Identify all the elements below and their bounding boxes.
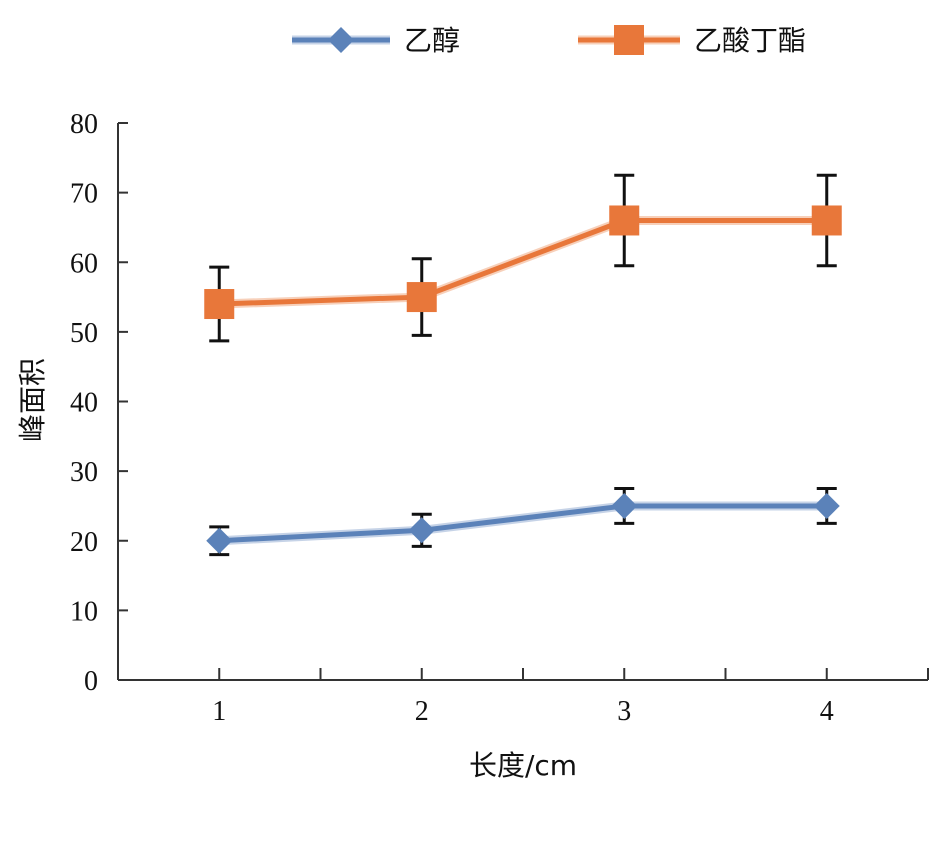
x-tick-label: 2: [415, 696, 429, 727]
data-point: [406, 282, 437, 313]
data-point: [609, 205, 640, 236]
legend-marker: [328, 27, 354, 53]
series-2: [204, 173, 842, 343]
x-tick-label: 4: [820, 696, 834, 727]
legend-marker: [614, 25, 644, 55]
y-tick-label: 50: [70, 318, 98, 349]
legend-item-2: 乙酸丁酯: [578, 24, 806, 57]
data-point: [811, 205, 842, 236]
y-tick-label: 30: [70, 457, 98, 488]
data-point: [813, 492, 840, 519]
y-tick-label: 70: [70, 179, 98, 210]
data-point: [611, 492, 638, 519]
x-axis-title: 长度/cm: [469, 749, 577, 782]
y-tick-label: 80: [70, 109, 98, 140]
axes: 0 10 20 30 40 50 60 70 80 1 2 3 4: [70, 109, 929, 727]
legend-label: 乙酸丁酯: [694, 24, 806, 57]
x-tick-label: 3: [617, 696, 631, 727]
y-tick-label: 40: [70, 388, 98, 419]
y-axis-title: 峰面积: [16, 358, 49, 442]
series-line-glow: [219, 215, 827, 309]
y-tick-label: 0: [84, 666, 98, 697]
series-line: [219, 217, 827, 307]
y-ticks: 0 10 20 30 40 50 60 70 80: [70, 109, 128, 697]
series-1: [206, 487, 840, 557]
x-tick-label: 1: [212, 696, 226, 727]
legend: 乙醇 乙酸丁酯: [292, 24, 806, 57]
data-point: [206, 527, 233, 554]
plot-area: [204, 173, 842, 557]
y-tick-label: 60: [70, 248, 98, 279]
y-tick-label: 10: [70, 596, 98, 627]
x-ticks: 1 2 3 4: [117, 668, 929, 727]
legend-label: 乙醇: [404, 24, 460, 57]
series-line: [219, 503, 827, 544]
legend-item-1: 乙醇: [292, 24, 460, 57]
data-point: [408, 517, 435, 544]
y-tick-label: 20: [70, 527, 98, 558]
data-point: [204, 289, 235, 320]
